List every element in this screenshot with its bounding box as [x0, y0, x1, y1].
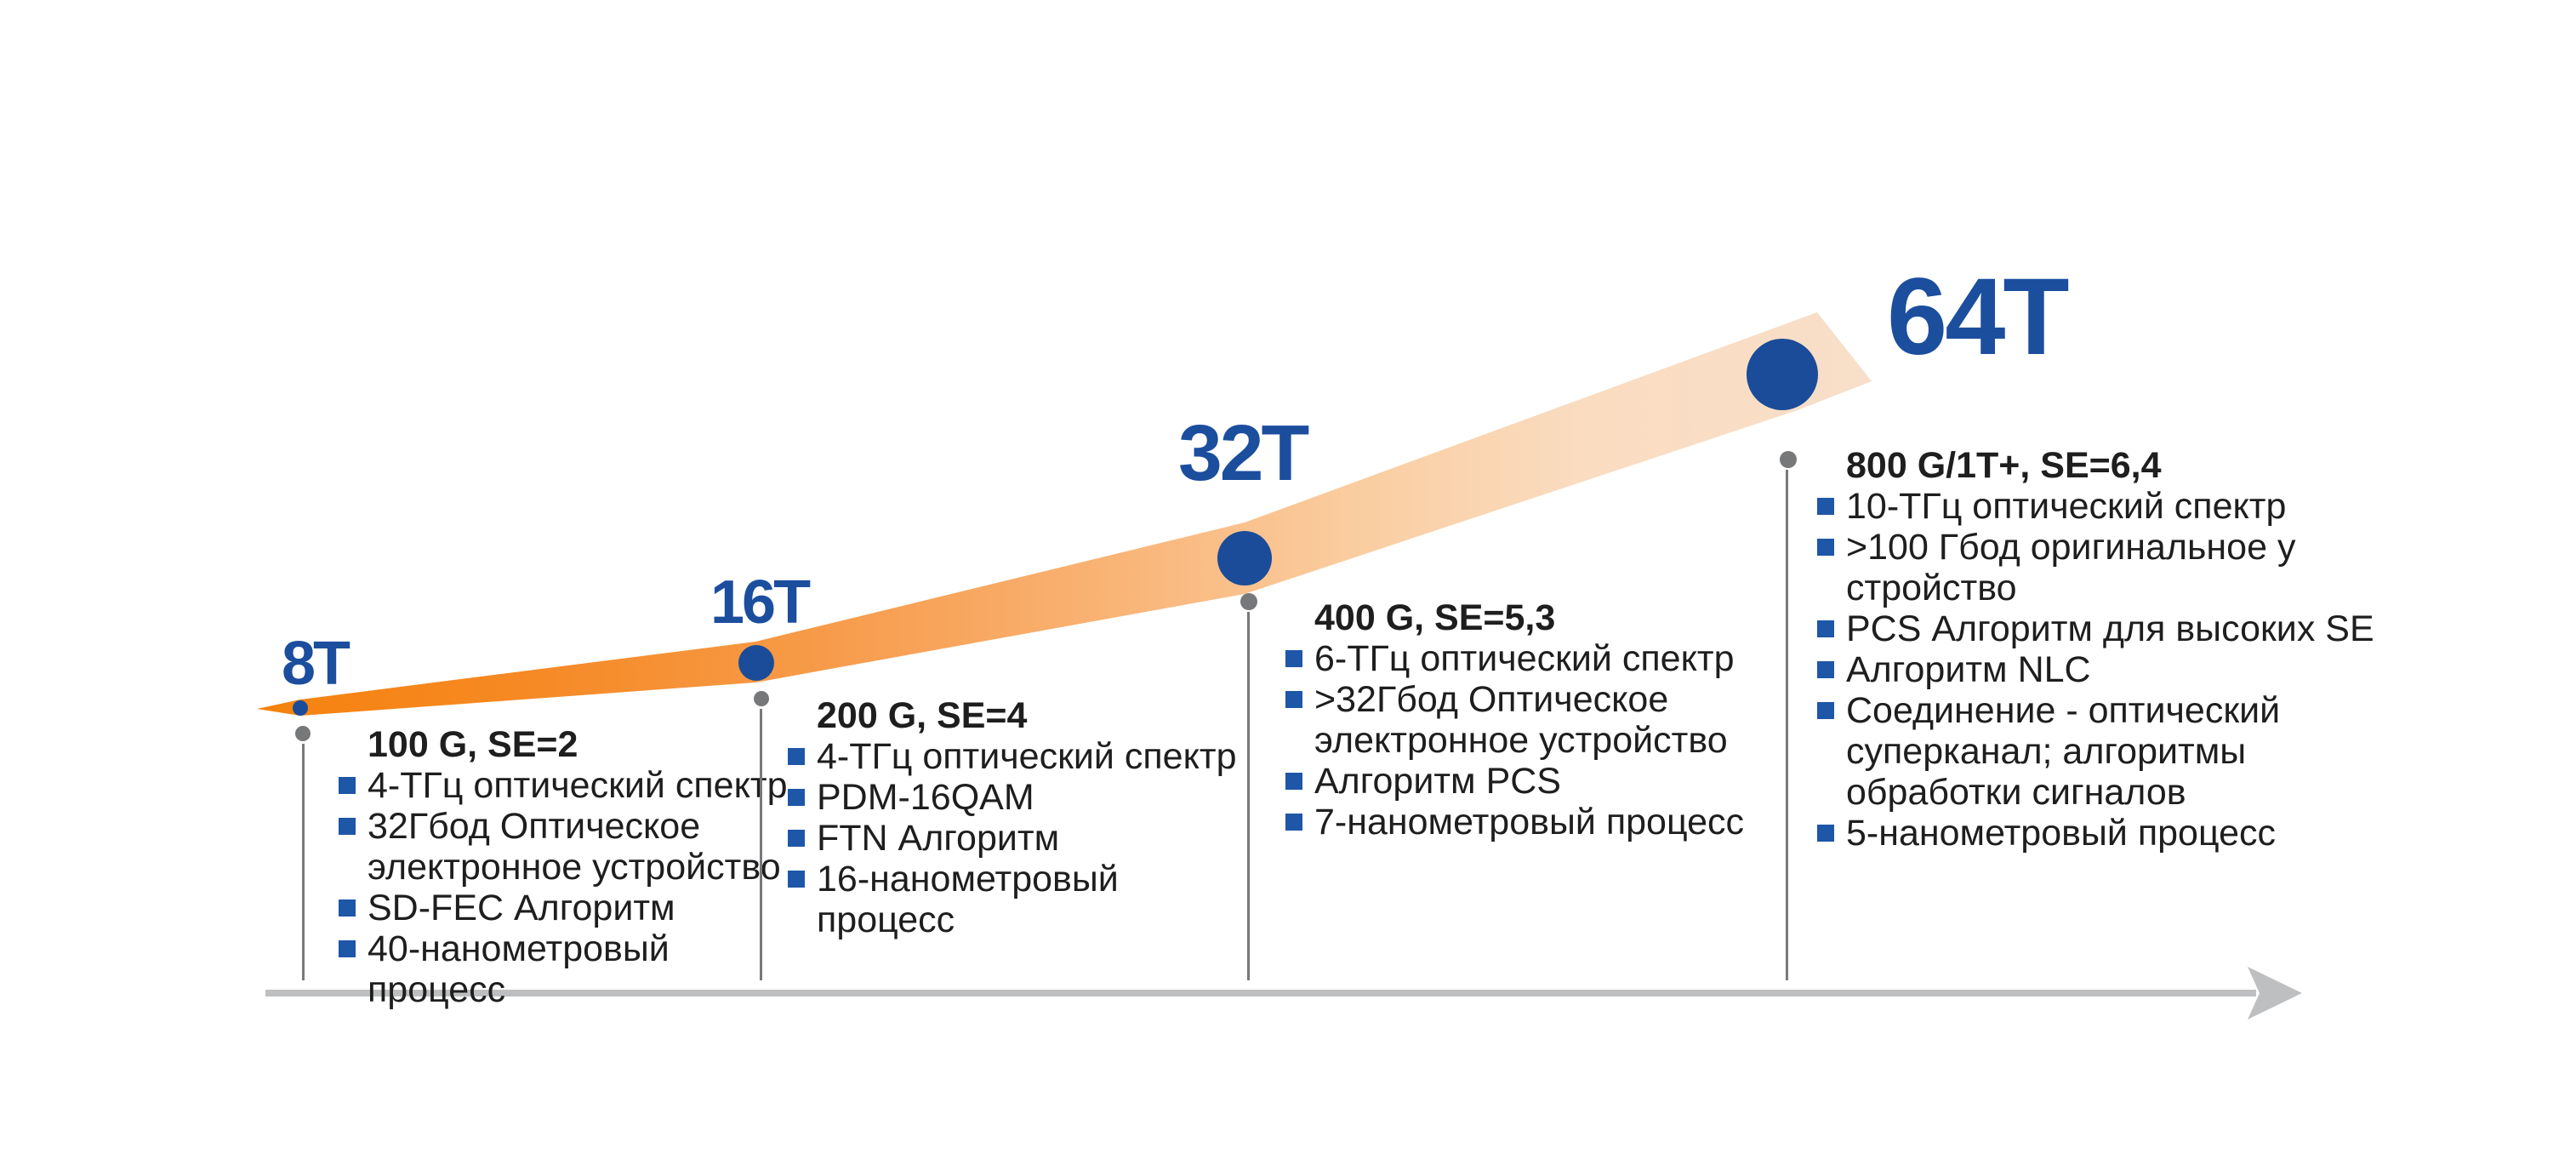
bullet-text: Соединение - оптический суперканал; алго…	[1846, 690, 2281, 813]
bullet-item: >100 Гбод оригинальное у стройство	[1817, 527, 2374, 608]
milestone-dot-icon	[1747, 339, 1818, 410]
bullet-text: Алгоритм PCS	[1314, 761, 1561, 802]
bullet-text: SD-FEC Алгоритм	[368, 888, 675, 928]
bullet-item: Алгоритм PCS	[1285, 761, 1744, 802]
growth-ribbon	[257, 312, 1872, 716]
bullet-square-icon	[788, 871, 805, 888]
bullet-item: FTN Алгоритм	[788, 818, 1237, 859]
milestone-heading: 100 G, SE=2	[368, 724, 578, 765]
bullet-item: 4-ТГц оптический спектр	[788, 736, 1237, 777]
bullet-square-icon	[788, 748, 805, 765]
bullet-square-icon	[339, 899, 356, 917]
leader-line	[760, 709, 762, 980]
bullet-square-icon	[339, 818, 356, 835]
capacity-label: 32T	[1178, 408, 1309, 497]
bullet-item: >32Гбод Оптическое электронное устройств…	[1285, 679, 1744, 761]
bullet-item: PDM-16QAM	[788, 777, 1237, 818]
leader-line	[1786, 470, 1788, 980]
bullet-item: Соединение - оптический суперканал; алго…	[1817, 690, 2374, 813]
bullet-text: 32Гбод Оптическое электронное устройство	[368, 806, 781, 888]
bullet-text: 5-нанометровый процесс	[1846, 813, 2277, 854]
bullet-item: 40-нанометровый процесс	[339, 928, 788, 1010]
milestone-details: 100 G, SE=2 4-ТГц оптический спектр 32Гбо…	[339, 724, 788, 1010]
milestone-details: 800 G/1T+, SE=6,4 10-ТГц оптический спек…	[1817, 445, 2374, 854]
timeline-arrowhead-icon	[2248, 967, 2302, 1019]
bullet-text: 10-ТГц оптический спектр	[1846, 486, 2287, 527]
bullet-list: 6-ТГц оптический спектр >32Гбод Оптическо…	[1285, 638, 1744, 842]
bullet-square-icon	[1817, 539, 1834, 556]
bullet-list: 4-ТГц оптический спектр PDM-16QAM FTN Алго…	[788, 736, 1237, 940]
bullet-text: >100 Гбод оригинальное у стройство	[1846, 527, 2296, 608]
leader-line	[302, 744, 305, 980]
leader-dot-icon	[1780, 451, 1797, 468]
milestone-dot-icon	[1217, 531, 1272, 585]
capacity-label: 8T	[282, 630, 350, 698]
bullet-text: Алгоритм NLC	[1846, 649, 2091, 690]
bullet-item: 16-нанометровый процесс	[788, 859, 1237, 940]
bullet-text: PDM-16QAM	[817, 777, 1034, 818]
bullet-square-icon	[1285, 773, 1302, 790]
bullet-text: 16-нанометровый процесс	[817, 859, 1119, 940]
bullet-item: 32Гбод Оптическое электронное устройство	[339, 806, 788, 888]
bullet-square-icon	[339, 940, 356, 957]
leader-line	[1247, 612, 1250, 980]
bullet-square-icon	[1285, 814, 1302, 831]
bullet-text: FTN Алгоритм	[817, 818, 1060, 859]
bullet-square-icon	[1817, 620, 1834, 637]
bullet-item: 7-нанометровый процесс	[1285, 802, 1744, 842]
bullet-square-icon	[788, 830, 805, 847]
bullet-text: 7-нанометровый процесс	[1314, 802, 1745, 842]
bullet-item: PCS Алгоритм для высоких SE	[1817, 608, 2374, 649]
bullet-list: 10-ТГц оптический спектр >100 Гбод оригин…	[1817, 486, 2374, 854]
bullet-square-icon	[1285, 691, 1302, 708]
bullet-square-icon	[1817, 825, 1834, 842]
bullet-text: 6-ТГц оптический спектр	[1314, 638, 1735, 679]
bullet-text: 4-ТГц оптический спектр	[368, 765, 788, 806]
bullet-text: PCS Алгоритм для высоких SE	[1846, 608, 2374, 649]
bullet-list: 4-ТГц оптический спектр 32Гбод Оптическое…	[339, 765, 788, 1010]
bullet-text: 40-нанометровый процесс	[368, 928, 670, 1010]
bullet-item: SD-FEC Алгоритм	[339, 888, 788, 928]
bullet-square-icon	[1817, 702, 1834, 719]
leader-dot-icon	[295, 726, 311, 741]
milestone-heading: 200 G, SE=4	[817, 695, 1028, 736]
leader-dot-icon	[1240, 593, 1257, 610]
bullet-square-icon	[1817, 661, 1834, 678]
bullet-square-icon	[1285, 650, 1302, 667]
capacity-label: 16T	[710, 568, 811, 637]
bullet-square-icon	[339, 777, 356, 794]
capacity-label: 64T	[1887, 256, 2070, 378]
bullet-item: 10-ТГц оптический спектр	[1817, 486, 2374, 527]
milestone-heading: 800 G/1T+, SE=6,4	[1846, 445, 2162, 486]
milestone-details: 200 G, SE=4 4-ТГц оптический спектр PDM-1…	[788, 695, 1237, 940]
milestone-details: 400 G, SE=5,3 6-ТГц оптический спектр >32…	[1285, 597, 1744, 842]
milestone-dot-icon	[293, 700, 308, 716]
milestone-heading: 400 G, SE=5,3	[1314, 597, 1556, 638]
bullet-square-icon	[1817, 498, 1834, 515]
bullet-square-icon	[788, 789, 805, 806]
milestone-dot-icon	[738, 645, 774, 681]
bullet-item: 6-ТГц оптический спектр	[1285, 638, 1744, 679]
leader-dot-icon	[754, 691, 769, 706]
bullet-text: >32Гбод Оптическое электронное устройств…	[1314, 679, 1728, 761]
bullet-item: 4-ТГц оптический спектр	[339, 765, 788, 806]
bullet-item: Алгоритм NLC	[1817, 649, 2374, 690]
bullet-item: 5-нанометровый процесс	[1817, 813, 2374, 854]
bullet-text: 4-ТГц оптический спектр	[817, 736, 1237, 777]
